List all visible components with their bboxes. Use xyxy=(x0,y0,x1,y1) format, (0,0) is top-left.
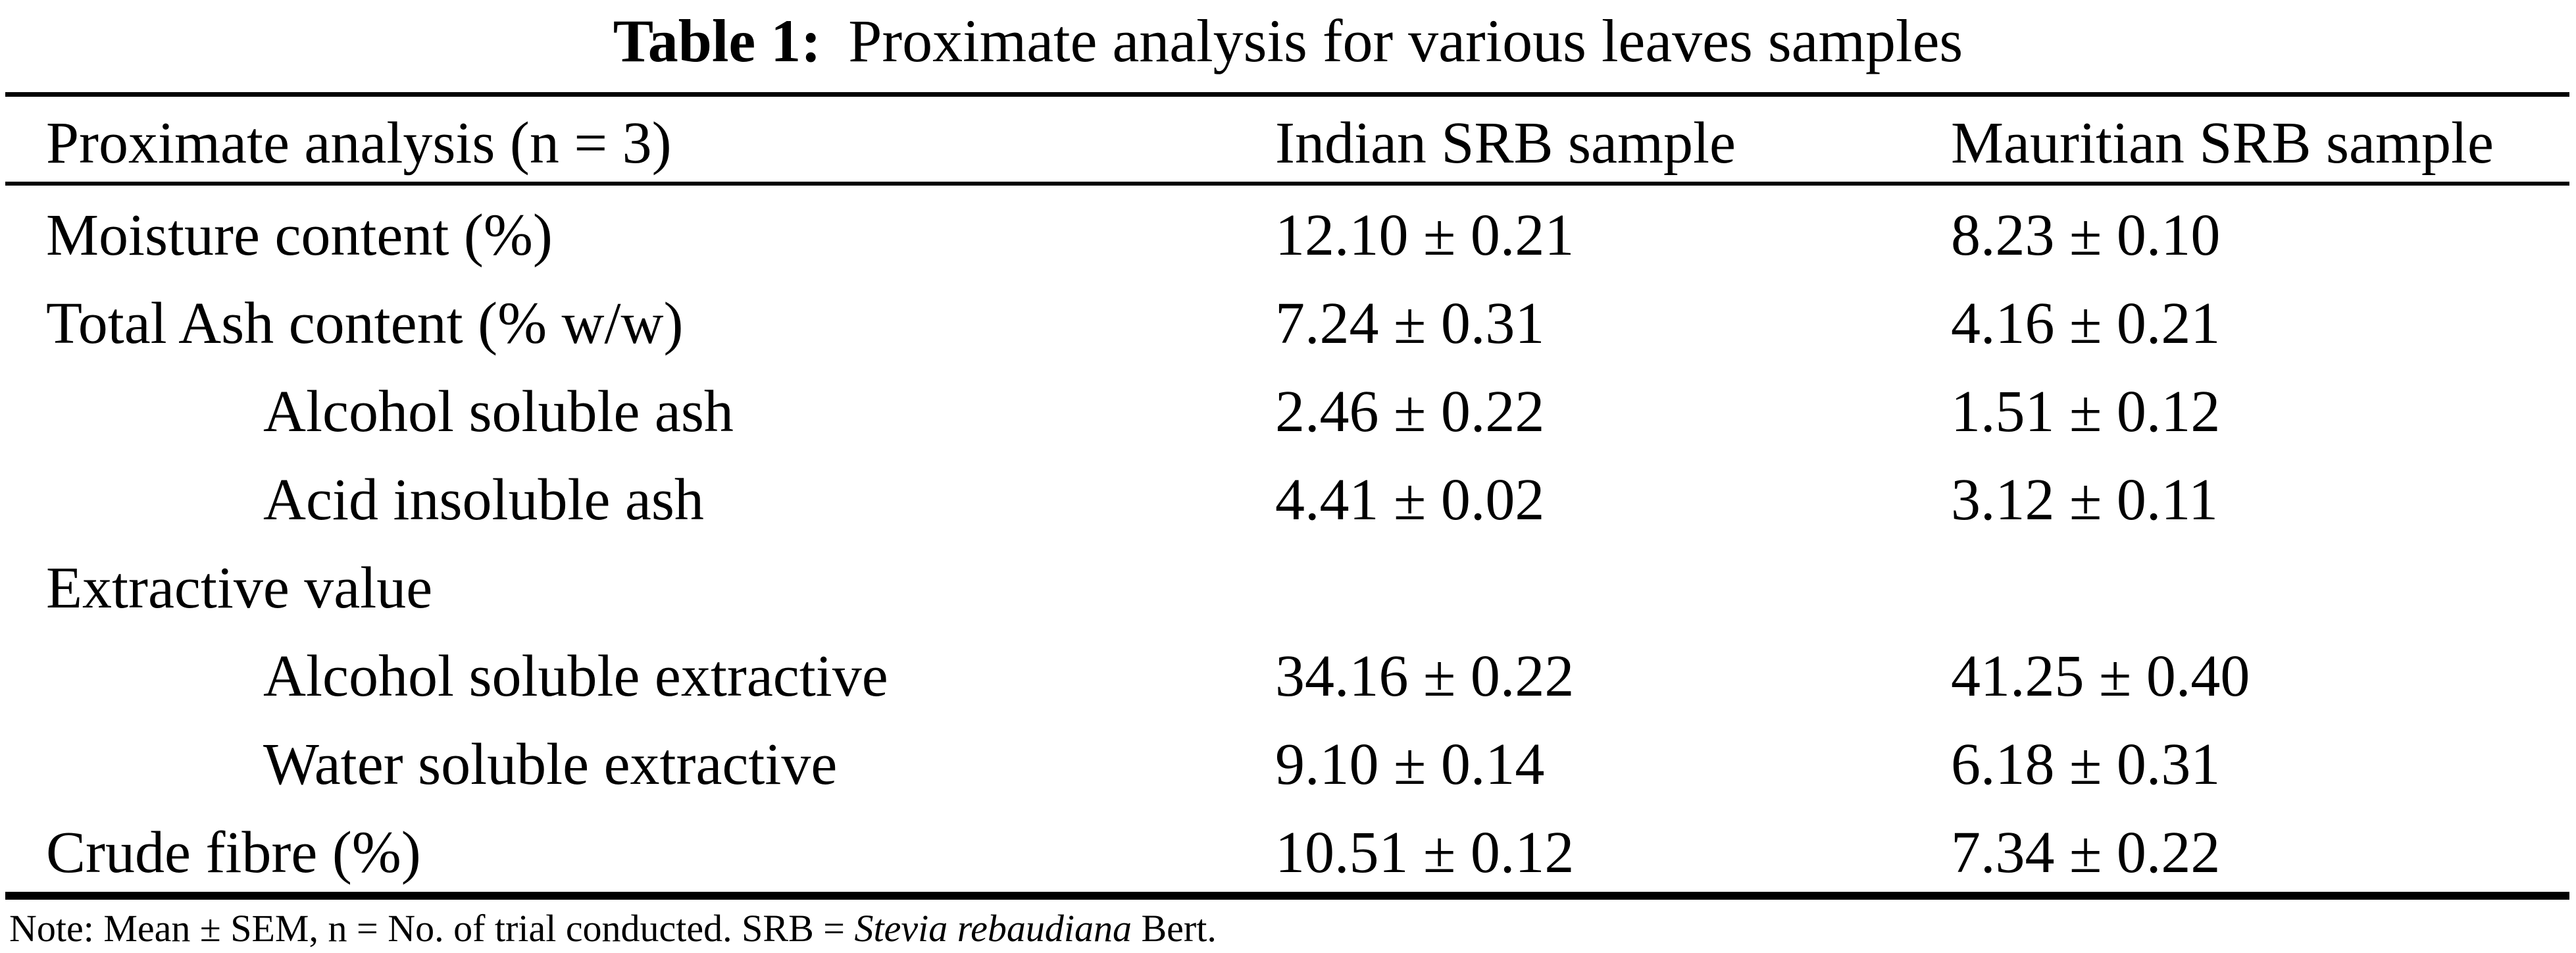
cell-mauritian-value: 6.18 ± 0.31 xyxy=(1951,731,2221,797)
table-row-moisture-content: Moisture content (%) 12.10 ± 0.21 8.23 ±… xyxy=(0,191,2576,279)
top-rule xyxy=(5,92,2569,97)
cell-mauritian-value: 1.51 ± 0.12 xyxy=(1951,378,2221,444)
cell-mauritian-value: 41.25 ± 0.40 xyxy=(1951,643,2250,709)
cell-parameter: Water soluble extractive xyxy=(263,731,838,797)
cell-parameter: Acid insoluble ash xyxy=(263,467,704,532)
table-caption: Table 1: Proximate analysis for various l… xyxy=(0,4,2576,78)
cell-mauritian-value: 4.16 ± 0.21 xyxy=(1951,290,2221,356)
table-row-crude-fibre: Crude fibre (%) 10.51 ± 0.12 7.34 ± 0.22 xyxy=(0,808,2576,896)
column-header-indian-sample: Indian SRB sample xyxy=(1275,111,1736,176)
column-header-parameter: Proximate analysis (n = 3) xyxy=(46,111,672,176)
footnote-text-prefix: Note: Mean ± SEM, n = No. of trial condu… xyxy=(9,907,855,950)
cell-parameter: Alcohol soluble extractive xyxy=(263,643,888,709)
cell-indian-value: 12.10 ± 0.21 xyxy=(1275,202,1575,268)
table-body: Moisture content (%) 12.10 ± 0.21 8.23 ±… xyxy=(0,186,2576,896)
header-rule xyxy=(5,182,2569,186)
table-header-row: Proximate analysis (n = 3) Indian SRB sa… xyxy=(0,97,2576,182)
cell-indian-value: 10.51 ± 0.12 xyxy=(1275,819,1575,885)
table-row-alcohol-soluble-ash: Alcohol soluble ash 2.46 ± 0.22 1.51 ± 0… xyxy=(0,367,2576,455)
table-row-extractive-value: Extractive value xyxy=(0,544,2576,632)
cell-indian-value: 7.24 ± 0.31 xyxy=(1275,290,1545,356)
cell-mauritian-value: 8.23 ± 0.10 xyxy=(1951,202,2221,268)
cell-mauritian-value: 3.12 ± 0.11 xyxy=(1951,467,2219,532)
table-row-total-ash-content: Total Ash content (% w/w) 7.24 ± 0.31 4.… xyxy=(0,279,2576,367)
table-row-alcohol-soluble-extractive: Alcohol soluble extractive 34.16 ± 0.22 … xyxy=(0,632,2576,720)
cell-indian-value: 2.46 ± 0.22 xyxy=(1275,378,1545,444)
cell-parameter: Extractive value xyxy=(46,555,433,621)
footnote-species-name: Stevia rebaudiana xyxy=(854,907,1132,950)
table-row-water-soluble-extractive: Water soluble extractive 9.10 ± 0.14 6.1… xyxy=(0,720,2576,808)
footnote-text-suffix: Bert. xyxy=(1132,907,1217,950)
cell-parameter: Total Ash content (% w/w) xyxy=(46,290,684,356)
table-caption-label: Table 1: xyxy=(613,7,821,74)
cell-indian-value: 4.41 ± 0.02 xyxy=(1275,467,1545,532)
table-row-acid-insoluble-ash: Acid insoluble ash 4.41 ± 0.02 3.12 ± 0.… xyxy=(0,455,2576,544)
cell-parameter: Crude fibre (%) xyxy=(46,819,421,885)
column-header-mauritian-sample: Mauritian SRB sample xyxy=(1951,111,2494,176)
table-footnote: Note: Mean ± SEM, n = No. of trial condu… xyxy=(9,907,1217,951)
cell-indian-value: 34.16 ± 0.22 xyxy=(1275,643,1575,709)
cell-parameter: Moisture content (%) xyxy=(46,202,553,268)
bottom-rule xyxy=(5,892,2569,900)
cell-parameter: Alcohol soluble ash xyxy=(263,378,734,444)
cell-mauritian-value: 7.34 ± 0.22 xyxy=(1951,819,2221,885)
table-caption-text: Proximate analysis for various leaves sa… xyxy=(848,7,1963,74)
cell-indian-value: 9.10 ± 0.14 xyxy=(1275,731,1545,797)
